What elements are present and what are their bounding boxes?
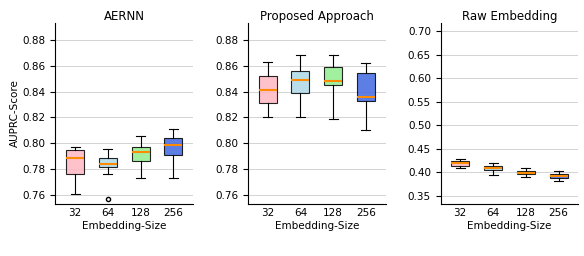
Y-axis label: AUPRC-Score: AUPRC-Score bbox=[10, 79, 20, 147]
Title: AERNN: AERNN bbox=[104, 10, 145, 23]
PathPatch shape bbox=[451, 161, 470, 166]
Title: Proposed Approach: Proposed Approach bbox=[260, 10, 374, 23]
PathPatch shape bbox=[99, 158, 117, 167]
PathPatch shape bbox=[357, 73, 375, 101]
PathPatch shape bbox=[291, 71, 310, 93]
X-axis label: Embedding-Size: Embedding-Size bbox=[274, 221, 359, 231]
PathPatch shape bbox=[517, 171, 535, 174]
PathPatch shape bbox=[484, 166, 502, 170]
PathPatch shape bbox=[324, 67, 342, 85]
PathPatch shape bbox=[550, 174, 568, 178]
PathPatch shape bbox=[131, 147, 150, 162]
PathPatch shape bbox=[66, 150, 84, 174]
PathPatch shape bbox=[164, 138, 182, 155]
Title: Raw Embedding: Raw Embedding bbox=[461, 10, 557, 23]
X-axis label: Embedding-Size: Embedding-Size bbox=[82, 221, 166, 231]
X-axis label: Embedding-Size: Embedding-Size bbox=[467, 221, 551, 231]
PathPatch shape bbox=[259, 76, 277, 103]
